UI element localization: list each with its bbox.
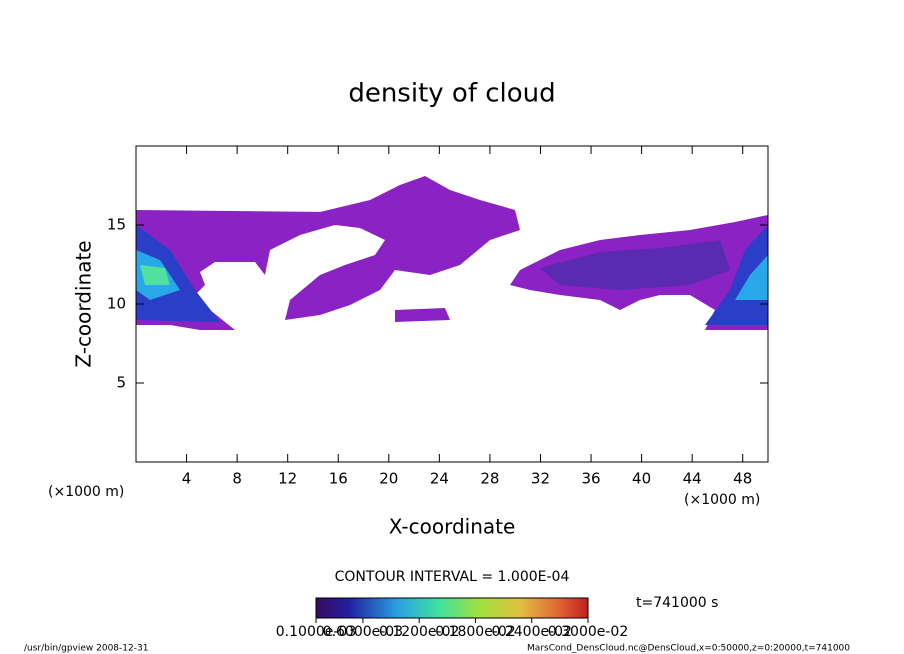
y-tick-label: 15 (107, 216, 126, 234)
x-tick-label: 28 (480, 470, 499, 488)
x-tick-label: 4 (182, 470, 192, 488)
x-axis-label: X-coordinate (389, 515, 516, 539)
x-tick-label: 36 (581, 470, 600, 488)
contour-interval: CONTOUR INTERVAL = 1.000E-04 (335, 569, 570, 585)
x-tick-label: 24 (430, 470, 449, 488)
colorbar (315, 597, 589, 619)
y-tick-label: 10 (107, 295, 126, 313)
x-tick-label: 8 (232, 470, 242, 488)
colorbar-tick-label: 0.2400e-02 (491, 624, 571, 640)
colorbar-tick-label: 0.1000e-03 (276, 624, 356, 640)
time-label: t=741000 s (636, 595, 718, 611)
cloud-field (136, 176, 768, 330)
y-tick-label: 5 (116, 374, 126, 392)
x-tick-label: 20 (379, 470, 398, 488)
footer-right: MarsCond_DensCloud.nc@DensCloud,x=0:5000… (527, 644, 850, 654)
x-tick-label: 44 (683, 470, 702, 488)
x-tick-label: 48 (733, 470, 752, 488)
x-unit-right: (×1000 m) (684, 492, 760, 508)
y-axis-label: Z-coordinate (72, 240, 96, 367)
footer-left: /usr/bin/gpview 2008-12-31 (24, 644, 148, 654)
colorbar-tick-label: 0.1800e-02 (435, 624, 515, 640)
x-unit-left: (×1000 m) (48, 484, 124, 500)
colorbar-tick-label: 0.3000e-02 (548, 624, 628, 640)
colorbar-tick-label: 0.1200e-02 (379, 624, 459, 640)
x-tick-label: 32 (531, 470, 550, 488)
x-tick-label: 16 (329, 470, 348, 488)
x-tick-label: 12 (278, 470, 297, 488)
x-tick-label: 40 (632, 470, 651, 488)
chart-title: density of cloud (348, 79, 555, 109)
colorbar-tick-label: 0.6000e-03 (323, 624, 403, 640)
